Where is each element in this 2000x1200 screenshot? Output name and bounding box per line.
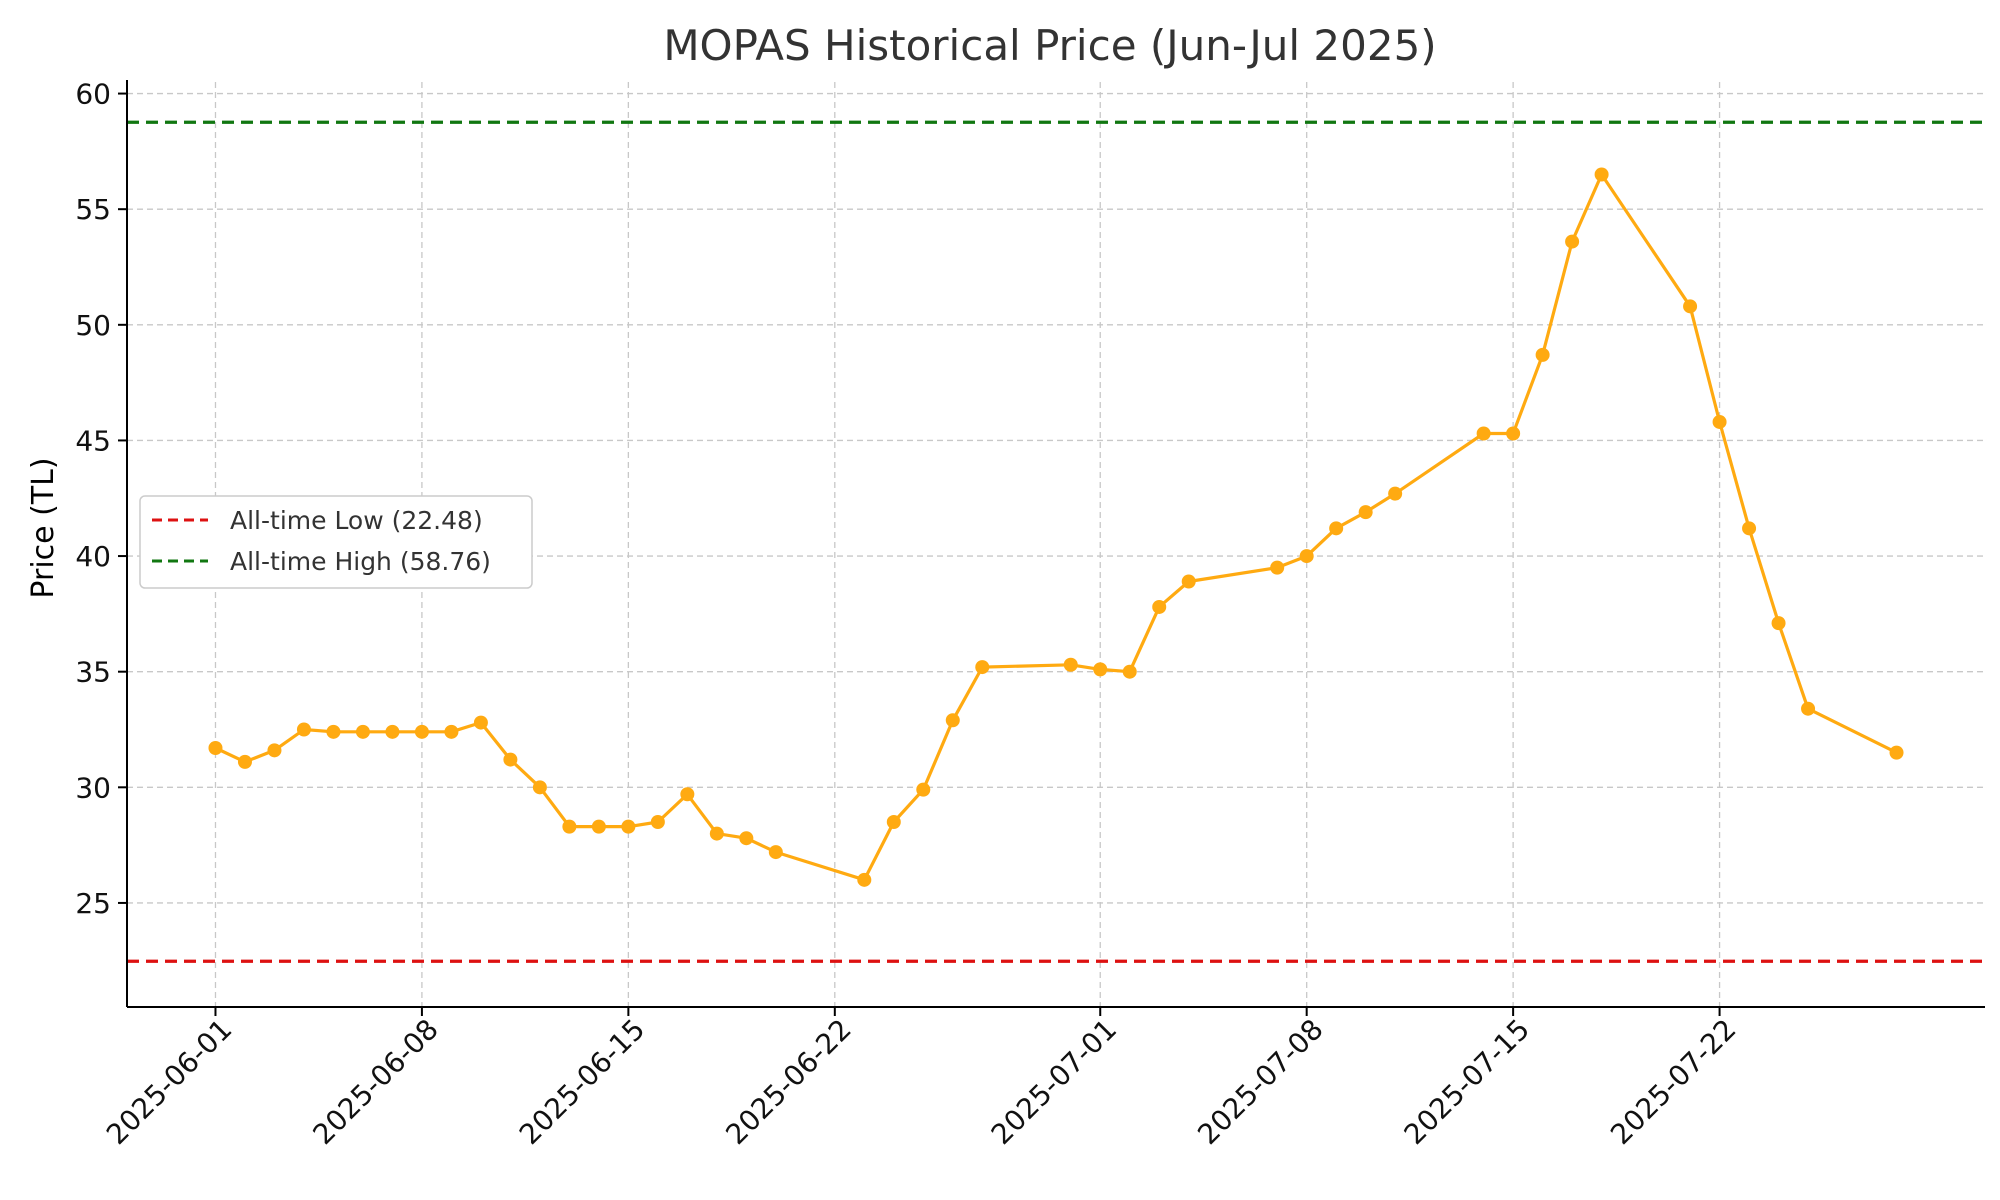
- chart-title: MOPAS Historical Price (Jun-Jul 2025): [663, 21, 1436, 70]
- y-tick-label: 35: [75, 656, 111, 689]
- y-tick-label: 45: [75, 424, 111, 457]
- price-point: [768, 845, 783, 860]
- price-point: [1299, 549, 1314, 564]
- price-point: [208, 741, 223, 755]
- price-point: [1063, 657, 1078, 672]
- reference-lines: [127, 120, 1985, 963]
- price-point: [503, 752, 518, 767]
- price-point: [975, 660, 990, 675]
- price-line: [214, 172, 1898, 882]
- price-point: [1594, 167, 1609, 182]
- price-point: [591, 819, 606, 834]
- y-tick-label: 60: [75, 78, 111, 111]
- price-point: [532, 780, 547, 795]
- price-point: [916, 782, 931, 797]
- price-point: [1712, 414, 1727, 429]
- price-point: [1565, 234, 1580, 249]
- x-tick-label: 2025-07-15: [1398, 1013, 1536, 1151]
- price-point: [1093, 662, 1108, 677]
- price-point: [355, 724, 370, 739]
- axes: 25 30 35 40 45 50 55 60 2025-06-01 2025-06-08 2025…: [75, 78, 1985, 1151]
- price-point: [267, 743, 282, 758]
- legend-box: [139, 495, 533, 589]
- price-point: [296, 722, 311, 737]
- price-point: [945, 713, 960, 728]
- price-point: [709, 826, 724, 841]
- x-tick-label: 2025-07-22: [1604, 1013, 1742, 1151]
- price-point: [1329, 521, 1344, 536]
- price-point: [1181, 574, 1196, 589]
- price-point: [562, 819, 577, 834]
- y-tick-label: 40: [75, 540, 111, 573]
- x-tick-label: 2025-07-08: [1191, 1013, 1329, 1151]
- price-point: [886, 815, 901, 829]
- x-tick-label: 2025-07-01: [985, 1013, 1123, 1151]
- y-tick-label: 30: [75, 771, 111, 804]
- grid: [127, 82, 1985, 1007]
- price-point: [739, 831, 754, 846]
- price-point: [237, 754, 252, 769]
- price-point: [680, 787, 695, 802]
- price-point: [326, 724, 341, 739]
- legend-label-high: All-time High (58.76): [230, 547, 491, 576]
- price-point: [1388, 486, 1403, 501]
- y-tick-label: 50: [75, 309, 111, 342]
- price-point: [1476, 426, 1491, 441]
- y-tick-label: 25: [75, 887, 111, 920]
- price-point: [1683, 299, 1698, 314]
- price-point: [857, 872, 872, 887]
- price-point: [444, 724, 459, 739]
- price-point: [621, 819, 636, 834]
- legend: All-time Low (22.48) All-time High (58.7…: [139, 495, 533, 589]
- y-axis-label: Price (TL): [26, 457, 61, 598]
- y-tick-label: 55: [75, 193, 111, 226]
- price-point: [1742, 521, 1757, 536]
- price-point: [1122, 664, 1137, 679]
- price-series: [208, 167, 1904, 887]
- x-tick-label: 2025-06-22: [719, 1013, 857, 1151]
- price-point: [1506, 426, 1521, 441]
- price-point: [1771, 616, 1786, 631]
- price-point: [1270, 560, 1285, 575]
- price-point: [1801, 701, 1816, 716]
- x-tick-label: 2025-06-15: [513, 1013, 651, 1151]
- price-point: [1358, 505, 1373, 520]
- price-point: [385, 724, 400, 739]
- price-point: [414, 724, 429, 739]
- legend-label-low: All-time Low (22.48): [230, 506, 483, 535]
- x-tick-label: 2025-06-08: [306, 1013, 444, 1151]
- price-point: [1889, 745, 1904, 760]
- x-tick-label: 2025-06-01: [100, 1013, 238, 1151]
- price-point: [473, 715, 488, 730]
- price-point: [1152, 599, 1167, 614]
- price-point: [1535, 347, 1550, 362]
- price-point: [650, 815, 665, 829]
